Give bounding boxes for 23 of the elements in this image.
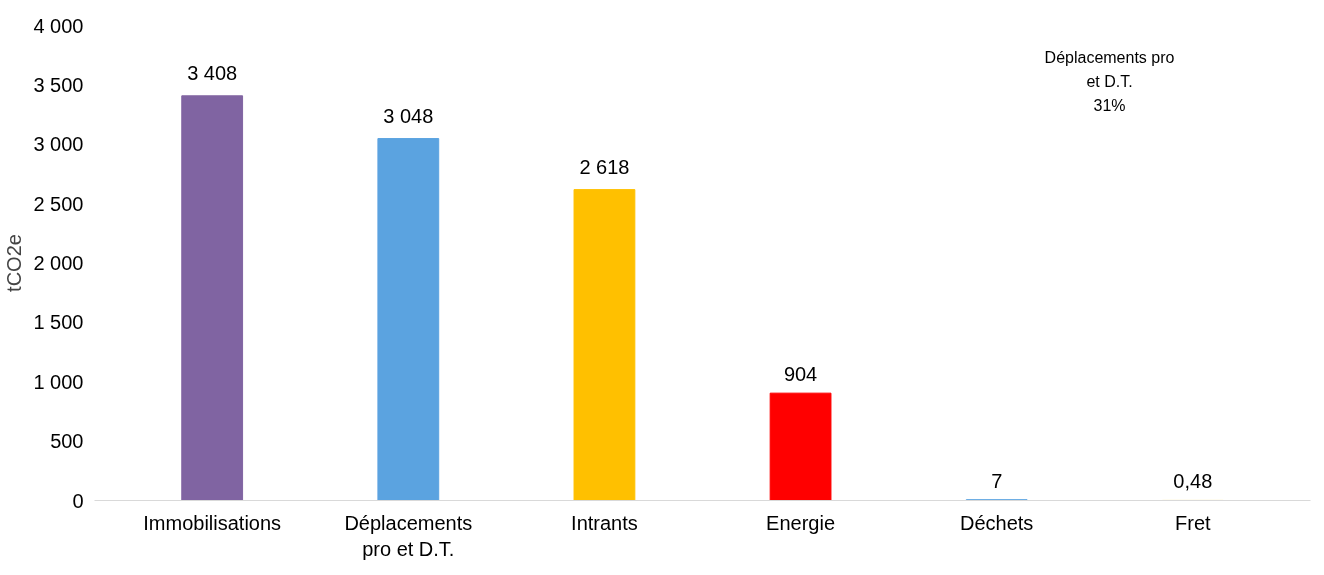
data-label: 2 618 [579, 155, 630, 178]
data-label: 0,48 [1173, 470, 1213, 493]
annotation: Déplacements pro et D.T. 31% [1044, 48, 1175, 114]
x-tick-label: Déplacements pro et D.T. [344, 511, 473, 560]
x-tick-label: Déchets [960, 511, 1034, 534]
y-tick-label: 4 000 [33, 14, 84, 37]
data-label: 904 [783, 363, 818, 386]
x-tick-label: Immobilisations [143, 511, 282, 534]
y-tick-label: 0 [72, 489, 84, 512]
y-tick-label: 3 500 [33, 73, 84, 96]
y-tick-label: 500 [50, 430, 84, 453]
y-tick-label: 1 000 [33, 370, 84, 393]
y-tick-label: 3 000 [33, 133, 84, 156]
y-tick-label: 2 000 [33, 252, 84, 274]
y-axis-title: tCO2e [3, 234, 26, 292]
data-label: 7 [991, 469, 1003, 492]
x-tick-label: Intrants [571, 511, 638, 534]
x-tick-label: Fret [1175, 511, 1212, 534]
y-tick-label: 1 500 [33, 311, 84, 334]
data-label: 3 048 [383, 104, 434, 127]
x-tick-label: Energie [766, 511, 836, 534]
data-label: 3 408 [187, 61, 238, 84]
y-tick-label: 2 500 [33, 192, 84, 215]
